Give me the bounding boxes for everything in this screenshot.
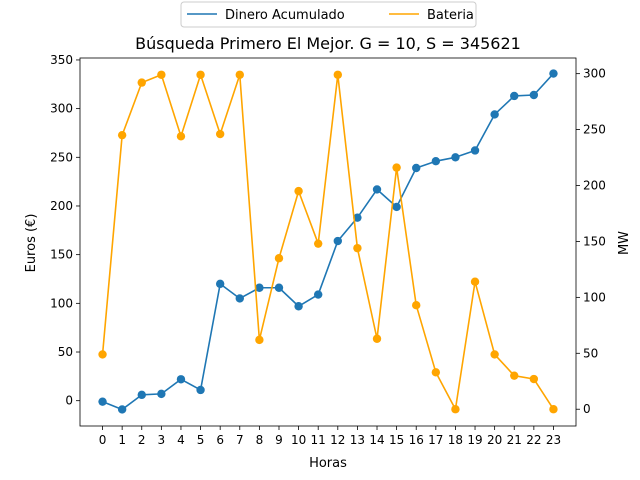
y-axis-label: Euros (€) — [24, 214, 39, 273]
legend: Dinero Acumulado Bateria — [180, 1, 477, 28]
x-tick-label: 21 — [507, 433, 522, 447]
x-tick-label: 12 — [330, 433, 345, 447]
data-point-bateria — [333, 70, 343, 79]
data-point-bateria — [215, 129, 225, 139]
data-point-dinero — [235, 294, 244, 303]
legend-box — [180, 1, 477, 28]
x-tick-label: 13 — [350, 433, 365, 447]
x-tick-label: 9 — [275, 433, 283, 447]
y2-tick-label: 50 — [583, 346, 598, 360]
y2-tick-label: 200 — [583, 179, 606, 193]
data-point-bateria — [157, 70, 166, 79]
y-tick-label: 350 — [50, 53, 73, 67]
data-point-dinero — [451, 153, 460, 162]
data-point-dinero — [353, 213, 362, 222]
data-point-bateria — [313, 239, 323, 248]
data-point-bateria — [510, 371, 519, 380]
legend-label-dinero: Dinero Acumulado — [225, 8, 345, 23]
x-tick-label: 4 — [177, 433, 185, 447]
x-tick-label: 17 — [428, 433, 443, 447]
data-point-dinero — [196, 385, 205, 395]
data-point-dinero — [431, 156, 441, 166]
x-tick-label: 8 — [256, 433, 264, 447]
y-tick-label: 50 — [58, 345, 73, 359]
data-point-dinero — [490, 110, 499, 119]
data-point-bateria — [235, 70, 244, 79]
data-point-bateria — [451, 405, 460, 414]
x-tick-label: 3 — [158, 433, 166, 447]
data-point-bateria — [196, 70, 205, 79]
data-point-dinero — [470, 146, 480, 155]
data-point-bateria — [274, 254, 284, 263]
y2-tick-label: 100 — [583, 290, 606, 304]
data-point-dinero — [392, 202, 401, 212]
data-point-dinero — [255, 283, 264, 292]
data-point-dinero — [137, 390, 146, 400]
y-tick-label: 150 — [50, 248, 73, 262]
x-tick-label: 2 — [138, 433, 146, 447]
data-point-dinero — [529, 90, 539, 100]
data-point-bateria — [294, 186, 303, 196]
y2-tick-label: 150 — [583, 234, 606, 248]
y2-tick-label: 300 — [583, 67, 606, 81]
x-tick-label: 15 — [389, 433, 404, 447]
series-line-bateria — [101, 73, 555, 411]
data-point-dinero — [549, 69, 558, 78]
legend-label-bateria: Bateria — [427, 8, 474, 23]
chart-title: Búsqueda Primero El Mejor. G = 10, S = 3… — [135, 34, 521, 53]
data-point-dinero — [412, 163, 421, 173]
x-tick-label: 22 — [526, 433, 541, 447]
x-tick-label: 20 — [487, 433, 502, 447]
y-tick-label: 250 — [50, 150, 73, 164]
data-point-bateria — [98, 350, 107, 359]
x-tick-label: 10 — [291, 433, 306, 447]
x-axis-label: Horas — [309, 456, 347, 471]
data-point-bateria — [392, 163, 401, 172]
y-tick-label: 0 — [65, 394, 73, 408]
data-point-bateria — [176, 132, 186, 141]
y-tick-label: 300 — [50, 102, 73, 116]
data-point-bateria — [490, 350, 499, 359]
data-point-bateria — [529, 374, 539, 384]
data-point-dinero — [98, 397, 107, 406]
y-tick-label: 100 — [50, 296, 73, 310]
data-point-dinero — [117, 405, 127, 414]
y2-axis-label: MW — [617, 231, 632, 255]
data-point-bateria — [470, 277, 480, 286]
x-tick-label: 7 — [236, 433, 244, 447]
data-point-dinero — [372, 185, 382, 194]
y2-tick-label: 250 — [583, 123, 606, 137]
x-tick-label: 11 — [311, 433, 326, 447]
data-point-dinero — [176, 375, 186, 384]
data-point-dinero — [313, 290, 323, 299]
y2-tick-label: 0 — [583, 402, 591, 416]
data-point-dinero — [333, 236, 343, 246]
x-tick-label: 1 — [118, 433, 126, 447]
x-tick-label: 6 — [216, 433, 224, 447]
data-point-dinero — [510, 91, 519, 101]
data-point-bateria — [353, 243, 362, 253]
data-point-dinero — [274, 283, 284, 292]
x-tick-label: 0 — [99, 433, 107, 447]
x-tick-label: 14 — [369, 433, 384, 447]
plot-frame — [79, 57, 577, 427]
x-tick-label: 5 — [197, 433, 205, 447]
data-point-bateria — [255, 335, 264, 345]
x-tick-label: 16 — [409, 433, 424, 447]
data-point-dinero — [215, 279, 225, 289]
data-point-dinero — [157, 389, 166, 399]
data-point-bateria — [372, 334, 382, 343]
x-tick-label: 19 — [467, 433, 482, 447]
data-point-bateria — [549, 405, 558, 414]
plot-area: 0 1 2 3 4 5 6 7 8 9 10 11 12 13 14 15 16 17 18 19 20 21 22 2305… — [50, 53, 606, 447]
data-point-bateria — [117, 130, 127, 140]
data-point-bateria — [431, 368, 441, 377]
data-point-bateria — [137, 78, 146, 87]
y-tick-label: 200 — [50, 199, 73, 213]
data-point-bateria — [412, 300, 421, 310]
data-point-dinero — [294, 302, 303, 311]
x-tick-label: 23 — [546, 433, 561, 447]
x-tick-label: 18 — [448, 433, 463, 447]
